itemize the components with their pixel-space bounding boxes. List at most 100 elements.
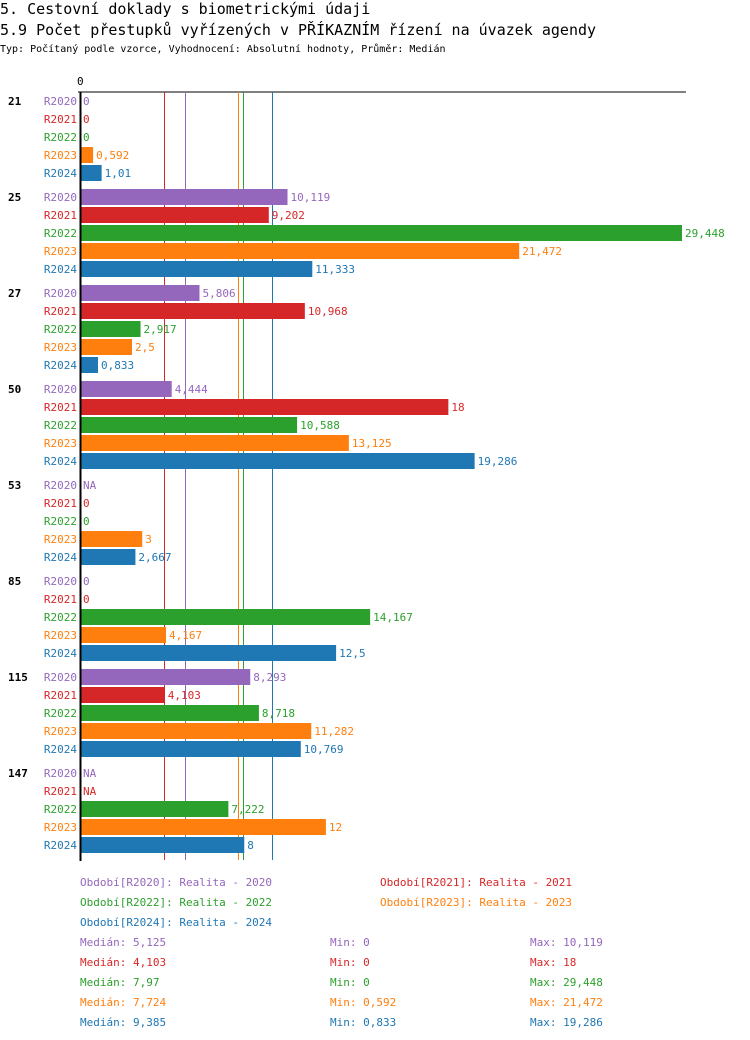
stat-min: Min: 0,592 — [330, 996, 396, 1009]
series-label: R2023 — [44, 821, 77, 834]
bar — [81, 669, 251, 685]
category-label: 25 — [8, 191, 21, 204]
category-label: 85 — [8, 575, 21, 588]
category-label: 115 — [8, 671, 28, 684]
data-label: 12,5 — [339, 647, 366, 660]
series-label: R2021 — [44, 497, 77, 510]
series-label: R2020 — [44, 767, 77, 780]
bar — [81, 321, 141, 337]
data-label: 13,125 — [352, 437, 392, 450]
series-label: R2021 — [44, 401, 77, 414]
legend-item: Období[R2021]: Realita - 2021 — [380, 876, 572, 889]
category-label: 27 — [8, 287, 21, 300]
bar — [81, 399, 449, 415]
data-label: NA — [83, 479, 97, 492]
category-label: 147 — [8, 767, 28, 780]
bar — [81, 147, 94, 163]
data-label: 8,718 — [262, 707, 295, 720]
stat-max: Max: 10,119 — [530, 936, 603, 949]
bar — [81, 837, 245, 853]
stat-median: Medián: 9,385 — [80, 1016, 166, 1029]
series-label: R2024 — [44, 839, 77, 852]
series-label: R2024 — [44, 359, 77, 372]
series-label: R2023 — [44, 245, 77, 258]
series-label: R2022 — [44, 323, 77, 336]
data-label: 5,806 — [202, 287, 235, 300]
series-label: R2020 — [44, 95, 77, 108]
series-label: R2024 — [44, 263, 77, 276]
bar — [81, 417, 298, 433]
data-label: 0 — [83, 593, 90, 606]
series-label: R2021 — [44, 305, 77, 318]
series-label: R2020 — [44, 287, 77, 300]
series-label: R2021 — [44, 785, 77, 798]
stat-max: Max: 19,286 — [530, 1016, 603, 1029]
bar — [81, 225, 682, 241]
data-label: 10,588 — [300, 419, 340, 432]
data-label: 21,472 — [522, 245, 562, 258]
stat-min: Min: 0 — [330, 956, 370, 969]
bar — [81, 189, 288, 205]
series-label: R2023 — [44, 629, 77, 642]
data-label: 29,448 — [685, 227, 725, 240]
stat-median: Medián: 4,103 — [80, 956, 166, 969]
series-label: R2020 — [44, 671, 77, 684]
series-label: R2021 — [44, 209, 77, 222]
series-label: R2022 — [44, 707, 77, 720]
stat-max: Max: 29,448 — [530, 976, 603, 989]
data-label: 4,103 — [168, 689, 201, 702]
series-label: R2024 — [44, 647, 77, 660]
stat-median: Medián: 7,97 — [80, 976, 159, 989]
data-label: 0 — [83, 497, 90, 510]
bar — [81, 687, 165, 703]
bar — [81, 285, 200, 301]
series-label: R2023 — [44, 341, 77, 354]
data-label: 2,667 — [138, 551, 171, 564]
series-label: R2024 — [44, 551, 77, 564]
category-label: 53 — [8, 479, 21, 492]
series-label: R2020 — [44, 575, 77, 588]
x-tick-label: 0 — [77, 75, 84, 88]
data-label: 18 — [451, 401, 464, 414]
data-label: 10,119 — [291, 191, 331, 204]
data-label: 0 — [83, 131, 90, 144]
bar — [81, 303, 305, 319]
data-label: 0 — [83, 515, 90, 528]
data-label: 0 — [83, 113, 90, 126]
bar — [81, 207, 269, 223]
series-label: R2023 — [44, 533, 77, 546]
series-label: R2022 — [44, 131, 77, 144]
series-label: R2022 — [44, 515, 77, 528]
bar — [81, 165, 102, 181]
stat-median: Medián: 5,125 — [80, 936, 166, 949]
bar — [81, 453, 475, 469]
data-label: 4,444 — [175, 383, 208, 396]
series-label: R2021 — [44, 593, 77, 606]
page-title: 5. Cestovní doklady s biometrickými údaj… — [0, 0, 371, 18]
series-label: R2020 — [44, 383, 77, 396]
bar — [81, 549, 136, 565]
stat-max: Max: 21,472 — [530, 996, 603, 1009]
series-label: R2024 — [44, 167, 77, 180]
legend-item: Období[R2022]: Realita - 2022 — [80, 896, 272, 909]
bar — [81, 801, 229, 817]
series-label: R2024 — [44, 743, 77, 756]
data-label: NA — [83, 767, 97, 780]
data-label: 8,293 — [253, 671, 286, 684]
bar — [81, 531, 143, 547]
data-label: 0 — [83, 95, 90, 108]
data-label: 12 — [329, 821, 342, 834]
bar — [81, 705, 259, 721]
data-label: 14,167 — [373, 611, 413, 624]
series-label: R2022 — [44, 803, 77, 816]
series-label: R2023 — [44, 725, 77, 738]
series-label: R2021 — [44, 113, 77, 126]
data-label: 7,222 — [231, 803, 264, 816]
series-label: R2021 — [44, 689, 77, 702]
bar — [81, 741, 301, 757]
data-label: 2,5 — [135, 341, 155, 354]
series-label: R2022 — [44, 611, 77, 624]
data-label: 19,286 — [478, 455, 518, 468]
stat-min: Min: 0,833 — [330, 1016, 396, 1029]
